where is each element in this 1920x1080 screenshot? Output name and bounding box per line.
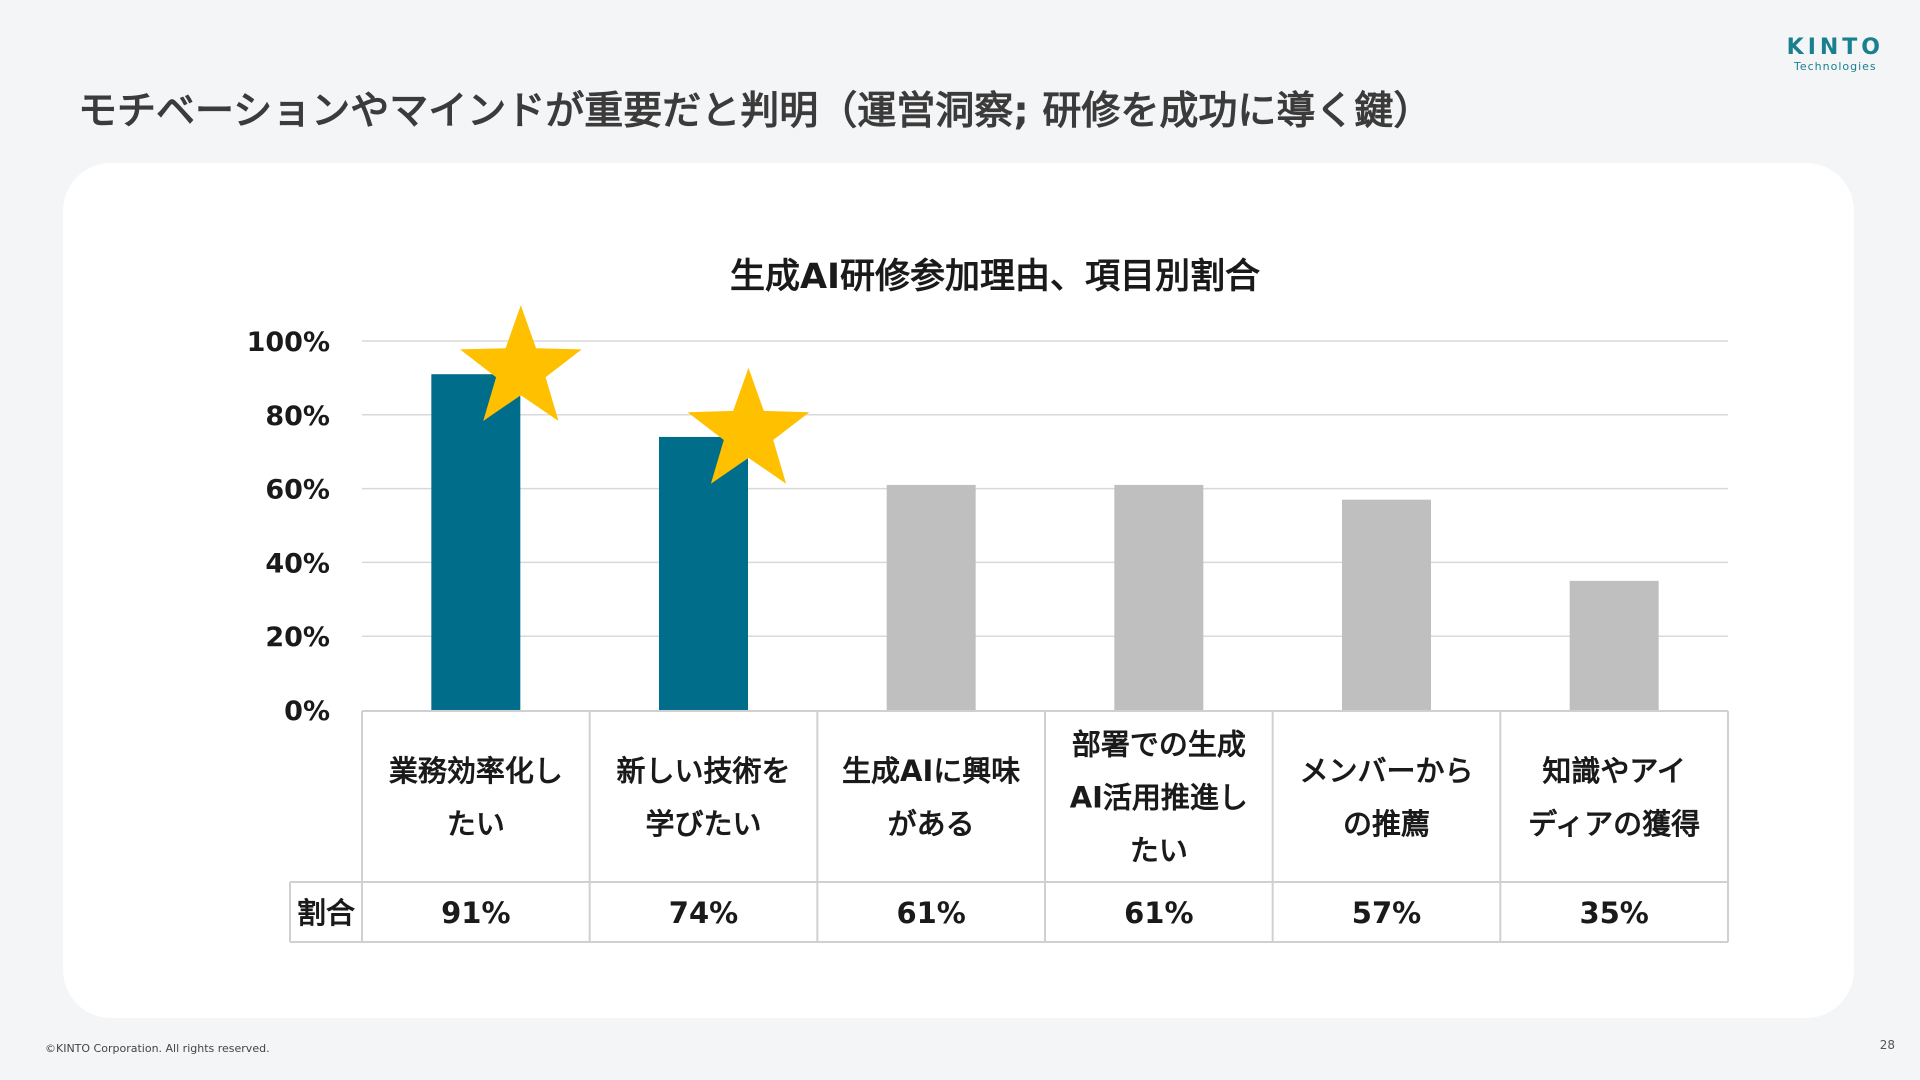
bar [1569,580,1659,710]
y-tick-label: 80% [265,401,330,432]
logo-brand: KINTO [1786,35,1884,60]
bar [659,436,748,710]
star-icon [460,305,582,421]
y-tick-label: 100% [247,327,330,358]
data-value-label: 57% [1352,896,1421,930]
y-tick-label: 40% [265,548,330,579]
category-label: メンバーから [1299,754,1473,788]
category-label: 業務効率化し [389,754,563,788]
data-value-label: 91% [441,896,510,930]
category-label: 生成AIに興味 [842,754,1020,788]
category-label: 学びたい [645,807,761,841]
category-label: たい [1130,834,1188,868]
category-label: AI活用推進し [1070,781,1248,815]
category-label: ディアの獲得 [1528,807,1700,841]
chart-title: 生成AI研修参加理由、項目別割合 [730,257,1260,297]
series-row-label: 割合 [297,896,355,930]
category-label: の推薦 [1343,807,1430,841]
star-icon [687,367,810,484]
data-value-label: 61% [896,896,965,930]
logo-sub: Technologies [1793,60,1877,73]
copyright: ©KINTO Corporation. All rights reserved. [45,1042,270,1055]
y-tick-label: 20% [265,622,330,653]
bar [886,484,976,710]
category-label: がある [888,807,975,841]
slide-title: モチベーションやマインドが重要だと判明（運営洞察; 研修を成功に導く鍵） [78,89,1433,134]
y-tick-label: 60% [265,475,330,506]
y-tick-label: 0% [284,696,330,727]
category-label: 部署での生成 [1072,728,1246,762]
data-value-label: 35% [1579,896,1648,930]
category-label: たい [447,807,505,841]
bar [431,374,521,710]
category-label: 知識やアイ [1542,754,1686,788]
bar [1342,499,1431,710]
category-label: 新しい技術を [616,754,790,788]
kinto-logo: KINTO Technologies [1786,35,1884,74]
page-number: 28 [1879,1038,1895,1052]
bar [1114,484,1204,710]
data-value-label: 61% [1124,896,1193,930]
data-value-label: 74% [669,896,738,930]
